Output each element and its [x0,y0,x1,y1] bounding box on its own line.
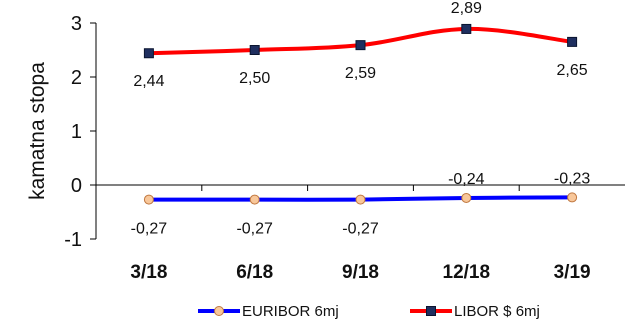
data-label: 2,89 [451,0,482,17]
data-point [567,36,578,47]
series-0 [143,192,578,205]
legend-label: LIBOR $ 6mj [454,303,540,320]
data-point [249,194,260,205]
legend-item-1: LIBOR $ 6mj [410,303,540,320]
y-tick-label: 1 [71,121,82,143]
x-tick-label: 3/18 [130,262,167,283]
data-point [461,192,472,203]
x-tick-label: 9/18 [342,262,379,283]
data-label: 2,65 [557,62,588,79]
data-point [143,48,154,59]
legend-item-0: EURIBOR 6mj [198,303,339,320]
data-label: 2,44 [133,73,164,90]
data-point [249,45,260,55]
legend-swatch-marker [214,306,224,316]
y-tick-label: 2 [71,67,82,89]
data-point [461,23,472,34]
x-tick-label: 12/18 [443,262,491,283]
series-1 [143,23,578,59]
legend: EURIBOR 6mj LIBOR $ 6mj [198,303,540,320]
y-tick-label: -1 [64,229,82,251]
data-label: -0,24 [448,171,485,188]
data-label: -0,27 [236,221,273,238]
data-point [567,192,578,203]
data-label: 2,59 [345,65,376,82]
y-axis-title: kamatna stopa [26,62,49,200]
series-layer [143,23,578,205]
axis-layer: 3 2 1 0 -1 3/18 6/18 9/18 12/18 3/19 kamatna stopa [26,13,625,283]
x-tick-label: 6/18 [236,262,273,283]
data-point [143,194,154,205]
y-tick-label: 0 [71,175,82,197]
data-label: 2,50 [239,70,270,87]
x-tick-label: 3/19 [554,262,591,283]
data-point [355,40,366,51]
data-label: -0,23 [554,170,591,187]
legend-label: EURIBOR 6mj [242,303,339,320]
data-point [355,194,366,205]
y-tick-label: 3 [71,13,82,35]
data-label: -0,27 [131,221,168,238]
data-label: -0,27 [342,221,379,238]
legend-swatch-marker [426,306,436,316]
data-label-layer: -0,27 -0,27 -0,27 -0,24 -0,23 2,44 2,50 2,59 2,8… [131,0,591,238]
